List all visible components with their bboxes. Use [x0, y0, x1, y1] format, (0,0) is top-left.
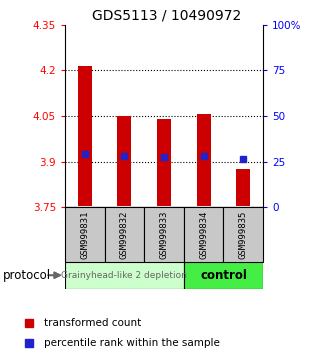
- Text: Grainyhead-like 2 depletion: Grainyhead-like 2 depletion: [61, 271, 187, 280]
- Text: GSM999835: GSM999835: [239, 210, 248, 259]
- Bar: [65, 262, 184, 289]
- Text: GSM999832: GSM999832: [120, 210, 129, 259]
- Bar: [223, 207, 263, 262]
- Text: protocol: protocol: [3, 269, 52, 282]
- Text: control: control: [200, 269, 247, 282]
- Bar: [236, 169, 250, 206]
- Bar: [184, 207, 223, 262]
- Bar: [65, 207, 105, 262]
- Text: GSM999833: GSM999833: [160, 210, 168, 259]
- Bar: [157, 119, 171, 206]
- Bar: [197, 114, 210, 206]
- Bar: [118, 116, 131, 206]
- Text: percentile rank within the sample: percentile rank within the sample: [44, 338, 220, 348]
- Text: GSM999831: GSM999831: [80, 210, 89, 259]
- Bar: [144, 207, 184, 262]
- Bar: [78, 66, 92, 206]
- Bar: [105, 207, 144, 262]
- Text: GDS5113 / 10490972: GDS5113 / 10490972: [92, 9, 241, 23]
- Bar: [184, 262, 263, 289]
- Text: GSM999834: GSM999834: [199, 210, 208, 259]
- Text: transformed count: transformed count: [44, 318, 142, 328]
